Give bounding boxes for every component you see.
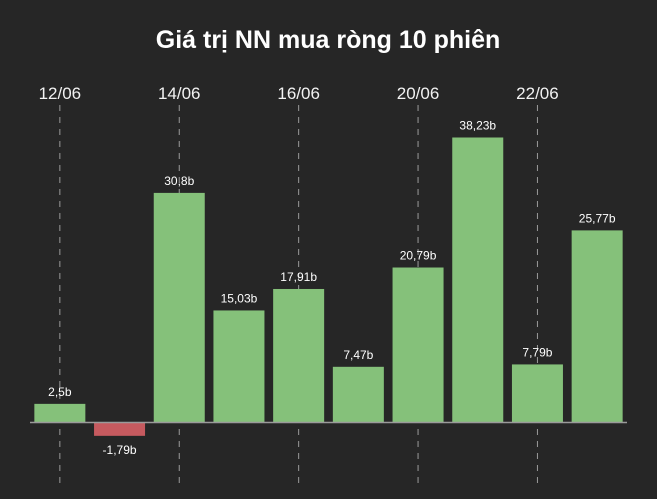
data-label: -1,79b [103, 443, 137, 457]
bar-22-06 [511, 364, 563, 423]
x-tick-label: 22/06 [516, 84, 559, 103]
data-label: 38,23b [459, 119, 496, 133]
x-tick-label: 20/06 [397, 84, 440, 103]
data-label: 15,03b [221, 291, 258, 305]
data-label: 7,79b [522, 345, 552, 359]
data-label: 20,79b [400, 249, 437, 263]
data-label: 7,47b [343, 348, 373, 362]
bar-16-06 [273, 288, 325, 423]
bar-13-06 [94, 422, 146, 436]
bar-20-06 [392, 267, 444, 423]
x-tick-labels: 12/06 14/06 16/06 20/06 22/06 [39, 84, 559, 103]
chart-title: Giá trị NN mua ròng 10 phiên [156, 26, 501, 54]
bars [34, 137, 623, 436]
data-label: 2,5b [48, 385, 72, 399]
data-label: 17,91b [280, 270, 317, 284]
x-tick-label: 12/06 [39, 84, 82, 103]
bar-23-06 [571, 230, 623, 423]
x-tick-label: 14/06 [158, 84, 201, 103]
bar-14-06 [153, 192, 205, 423]
bar-12-06 [34, 403, 86, 423]
data-label: 25,77b [579, 211, 616, 225]
x-tick-label: 16/06 [277, 84, 320, 103]
data-labels: 2,5b -1,79b 30,8b 15,03b 17,91b 7,47b 20,79b 38… [48, 119, 616, 457]
bar-15-06 [213, 310, 265, 423]
data-label: 30,8b [164, 174, 194, 188]
bar-19-06 [332, 366, 384, 423]
bar-21-06 [452, 137, 504, 423]
